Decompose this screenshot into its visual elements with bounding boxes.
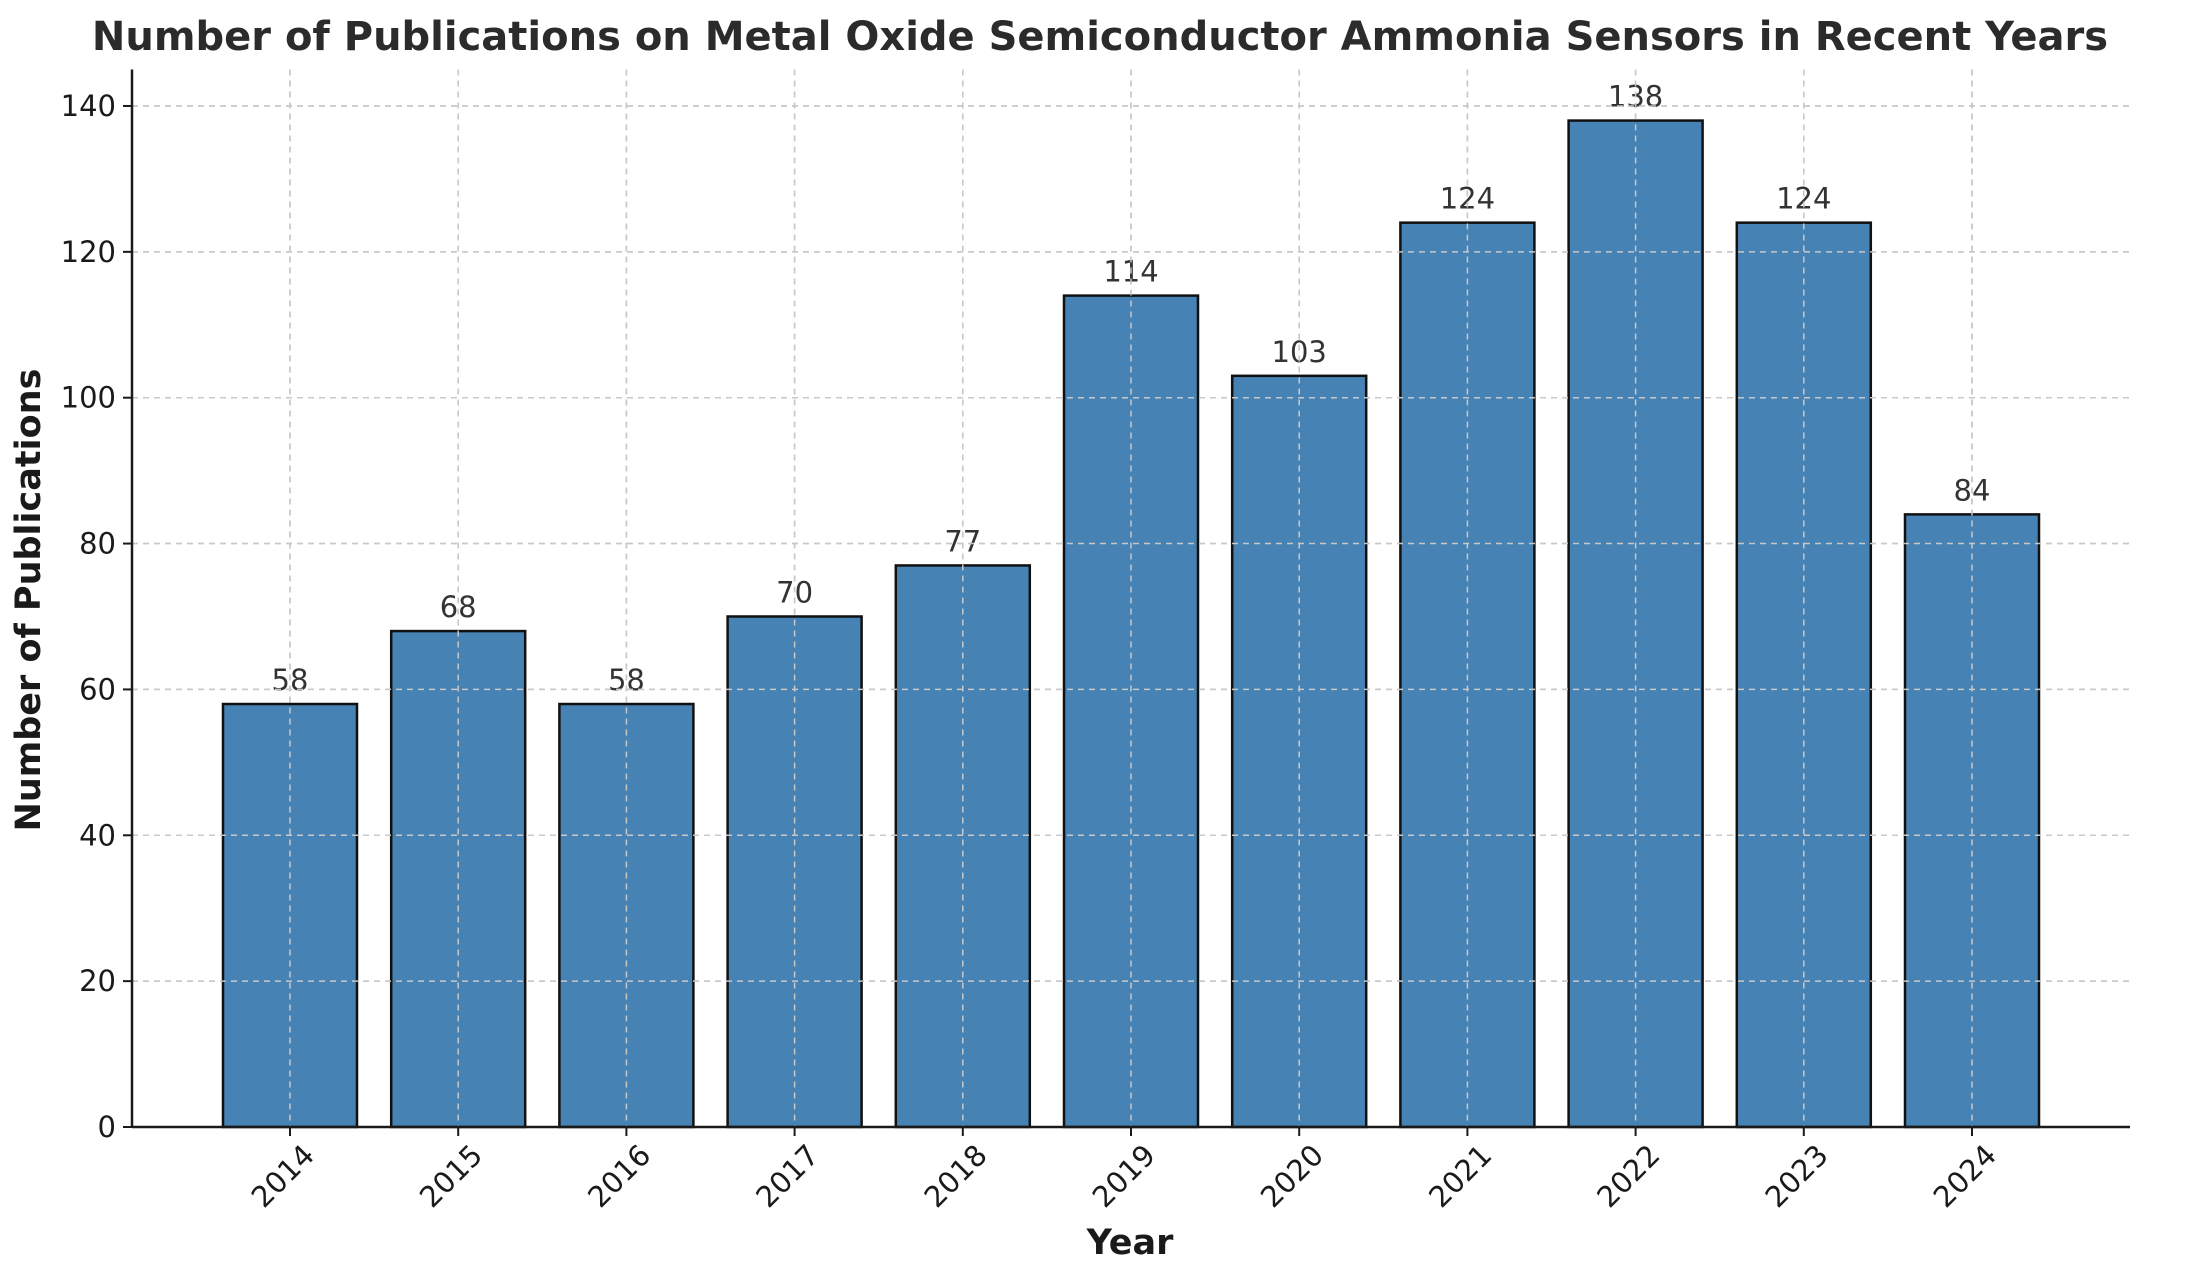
x-tick-label-2015: 2015 [413, 1138, 489, 1214]
y-axis-label: Number of Publications [9, 369, 49, 832]
y-tick-label-120: 120 [61, 235, 116, 269]
x-tick-label-2019: 2019 [1086, 1138, 1162, 1214]
y-tick-label-60: 60 [79, 672, 116, 706]
x-tick-label-2023: 2023 [1759, 1138, 1835, 1214]
y-ticks-layer: 0 20 40 60 80 100 120 140 [61, 89, 132, 1144]
x-tick-label-2017: 2017 [749, 1138, 825, 1214]
x-tick-label-2016: 2016 [581, 1138, 657, 1214]
y-tick-label-80: 80 [79, 527, 116, 561]
y-tick-label-0: 0 [98, 1110, 116, 1144]
x-tick-label-2014: 2014 [245, 1138, 321, 1214]
x-tick-label-2020: 2020 [1254, 1138, 1330, 1214]
x-tick-label-2024: 2024 [1927, 1138, 2003, 1214]
data-label-2020: 103 [1272, 335, 1327, 369]
x-tick-label-2018: 2018 [918, 1138, 994, 1214]
data-label-2021: 124 [1440, 182, 1495, 216]
x-tick-label-2022: 2022 [1590, 1138, 1666, 1214]
y-tick-label-20: 20 [79, 964, 116, 998]
y-tick-label-140: 140 [61, 89, 116, 123]
y-tick-label-100: 100 [61, 381, 116, 415]
data-label-2023: 124 [1776, 182, 1831, 216]
x-tick-label-2021: 2021 [1422, 1138, 1498, 1214]
x-axis-label: Year [1086, 1223, 1174, 1263]
data-label-2015: 68 [440, 590, 477, 624]
data-label-2018: 77 [944, 524, 981, 558]
y-tick-label-40: 40 [79, 818, 116, 852]
chart-title: Number of Publications on Metal Oxide Se… [92, 14, 2108, 60]
x-ticks-layer: 2014 2015 2016 2017 2018 2019 2020 2021 2022 2023… [245, 1127, 2003, 1214]
